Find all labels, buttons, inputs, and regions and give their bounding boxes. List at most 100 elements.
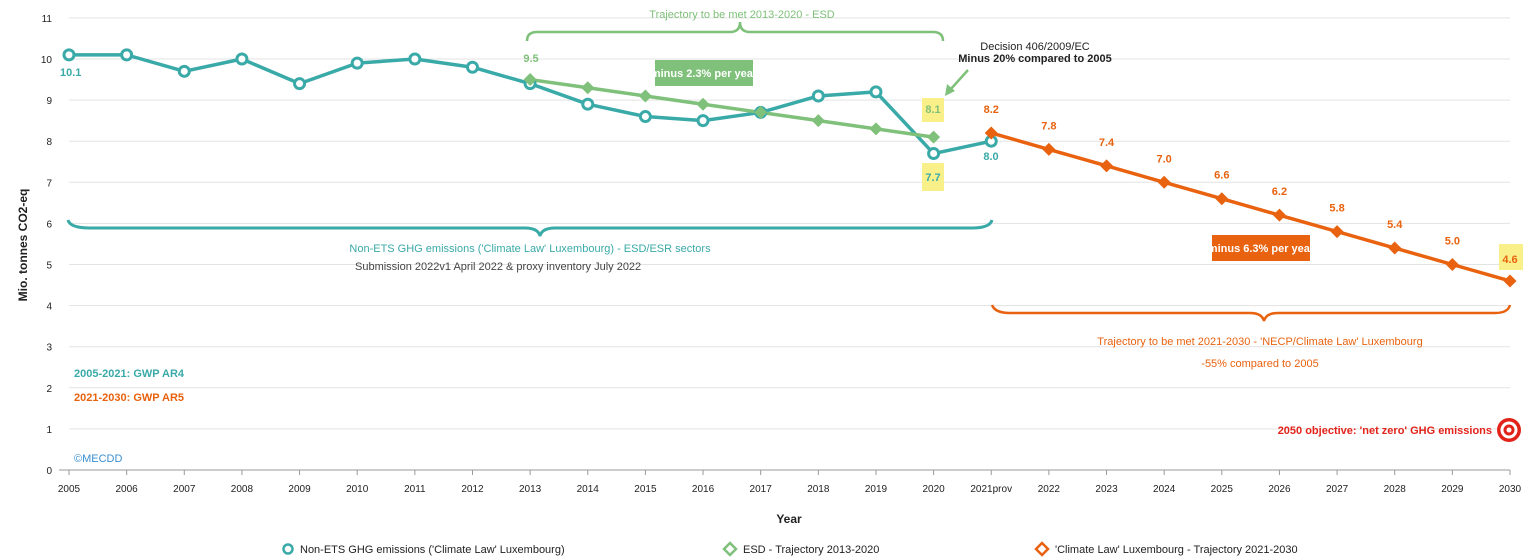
gridlines — [59, 17, 1510, 471]
x-tick-label: 2006 — [116, 484, 139, 495]
series-point — [408, 52, 422, 66]
x-tick-label: 2018 — [807, 484, 830, 495]
x-tick-label: 2021prov — [970, 484, 1012, 495]
series-point — [1388, 241, 1402, 255]
x-tick-label: 2010 — [346, 484, 369, 495]
decision-arrow — [949, 69, 969, 91]
series-point — [811, 89, 825, 103]
legend-label-climate: 'Climate Law' Luxembourg - Trajectory 20… — [1055, 544, 1298, 556]
x-tick-label: 2025 — [1211, 484, 1234, 495]
series-point — [638, 110, 652, 124]
series-point — [1503, 274, 1517, 288]
y-tick-label: 10 — [41, 55, 53, 66]
y-tick-label: 9 — [46, 96, 52, 107]
x-tick-label: 2016 — [692, 484, 715, 495]
series-point — [1330, 225, 1344, 239]
series-point — [1157, 175, 1171, 189]
annotation-minus-climate: minus 6.3% per year — [1208, 243, 1315, 255]
series-point — [177, 64, 191, 78]
orange-data-label: 6.6 — [1214, 170, 1229, 182]
x-tick-label: 2014 — [577, 484, 600, 495]
series-point — [581, 97, 595, 111]
series-point — [811, 114, 825, 128]
y-tick-label: 1 — [46, 425, 52, 436]
legend-label-esd: ESD - Trajectory 2013-2020 — [743, 544, 879, 556]
series-point — [62, 48, 76, 62]
data-label-esd-2020: 8.1 — [925, 104, 940, 116]
series-point — [638, 89, 652, 103]
series-point — [350, 56, 364, 70]
credit: ©MECDD — [74, 453, 122, 465]
y-tick-label: 11 — [42, 14, 53, 25]
y-tick-label: 4 — [46, 302, 52, 313]
x-tick-label: 2007 — [173, 484, 196, 495]
highlight-box-nonets-2020 — [922, 163, 944, 191]
series-point — [465, 60, 479, 74]
orange-data-label: 5.0 — [1445, 236, 1460, 248]
orange-data-label: 7.8 — [1041, 120, 1056, 132]
x-tick-label: 2013 — [519, 484, 542, 495]
orange-data-label: 6.2 — [1272, 186, 1287, 198]
x-tick-label: 2026 — [1268, 484, 1291, 495]
orange-data-label: 7.4 — [1099, 137, 1115, 149]
series-point — [869, 85, 883, 99]
series-markers — [62, 48, 1517, 288]
series-point — [235, 52, 249, 66]
x-tick-label: 2017 — [750, 484, 773, 495]
y-tick-label: 6 — [46, 219, 52, 230]
orange-data-label: 5.8 — [1329, 203, 1344, 215]
series-point — [1100, 159, 1114, 173]
y-tick-label: 0 — [46, 466, 52, 477]
orange-data-labels: 8.2 7.8 7.4 7.0 6.6 6.2 5.8 5.4 5.0 4.6 — [984, 104, 1518, 266]
annotation-minus-esd: minus 2.3% per year — [651, 68, 758, 80]
annotation-objective-2050: 2050 objective: 'net zero' GHG emissions — [1278, 425, 1492, 437]
x-tick-label: 2019 — [865, 484, 888, 495]
series-point — [1445, 258, 1459, 271]
series-point — [869, 122, 883, 136]
decision-arrowhead — [945, 84, 955, 96]
highlight-box-2030 — [1499, 244, 1523, 270]
legend-marker-nonets — [282, 543, 294, 555]
series-point — [696, 97, 710, 111]
data-label-esd-2013: 9.5 — [523, 53, 538, 65]
x-tick-label: 2009 — [288, 484, 311, 495]
annotation-gwp-ar4: 2005-2021: GWP AR4 — [74, 368, 185, 380]
annotation-decision-2: Minus 20% compared to 2005 — [958, 53, 1111, 65]
x-axis-title: Year — [776, 512, 802, 526]
x-tick-label: 2027 — [1326, 484, 1349, 495]
series-point — [523, 73, 537, 87]
y-tick-label: 3 — [46, 343, 52, 354]
series-point — [696, 114, 710, 128]
series-point — [984, 126, 998, 140]
series-point — [1272, 208, 1286, 222]
orange-data-label: 4.6 — [1502, 254, 1517, 266]
brace-nonets — [66, 219, 994, 237]
legend-marker-esd — [722, 541, 738, 557]
x-tick-label: 2029 — [1441, 484, 1464, 495]
series-line-2 — [990, 131, 1511, 283]
series-line-1 — [529, 77, 934, 139]
annotation-trajectory-esd: Trajectory to be met 2013-2020 - ESD — [649, 9, 835, 21]
data-label-2005: 10.1 — [60, 67, 81, 79]
series-point — [293, 77, 307, 91]
annotation-gwp-ar5: 2021-2030: GWP AR5 — [74, 392, 184, 404]
y-axis-title: Mio. tonnes CO2-eq — [16, 189, 30, 302]
x-tick-label: 2005 — [58, 484, 81, 495]
annotation-trajectory-2030-2: -55% compared to 2005 — [1201, 358, 1318, 370]
series-line-0 — [69, 53, 992, 156]
x-tick-label: 2008 — [231, 484, 254, 495]
orange-data-label: 7.0 — [1157, 153, 1172, 165]
x-tick-label: 2015 — [634, 484, 657, 495]
y-tick-label: 7 — [46, 178, 52, 189]
series-point — [927, 130, 941, 144]
minus-climate-box — [1212, 235, 1310, 261]
annotation-trajectory-2030-1: Trajectory to be met 2021-2030 - 'NECP/C… — [1097, 336, 1422, 348]
minus-esd-box — [655, 60, 753, 86]
series-point — [754, 105, 768, 119]
data-label-nonets-2020: 7.7 — [925, 172, 940, 184]
y-tick-label: 8 — [46, 137, 52, 148]
y-tick-label: 5 — [46, 261, 52, 272]
x-tick-label: 2012 — [461, 484, 484, 495]
series-point — [581, 81, 595, 95]
